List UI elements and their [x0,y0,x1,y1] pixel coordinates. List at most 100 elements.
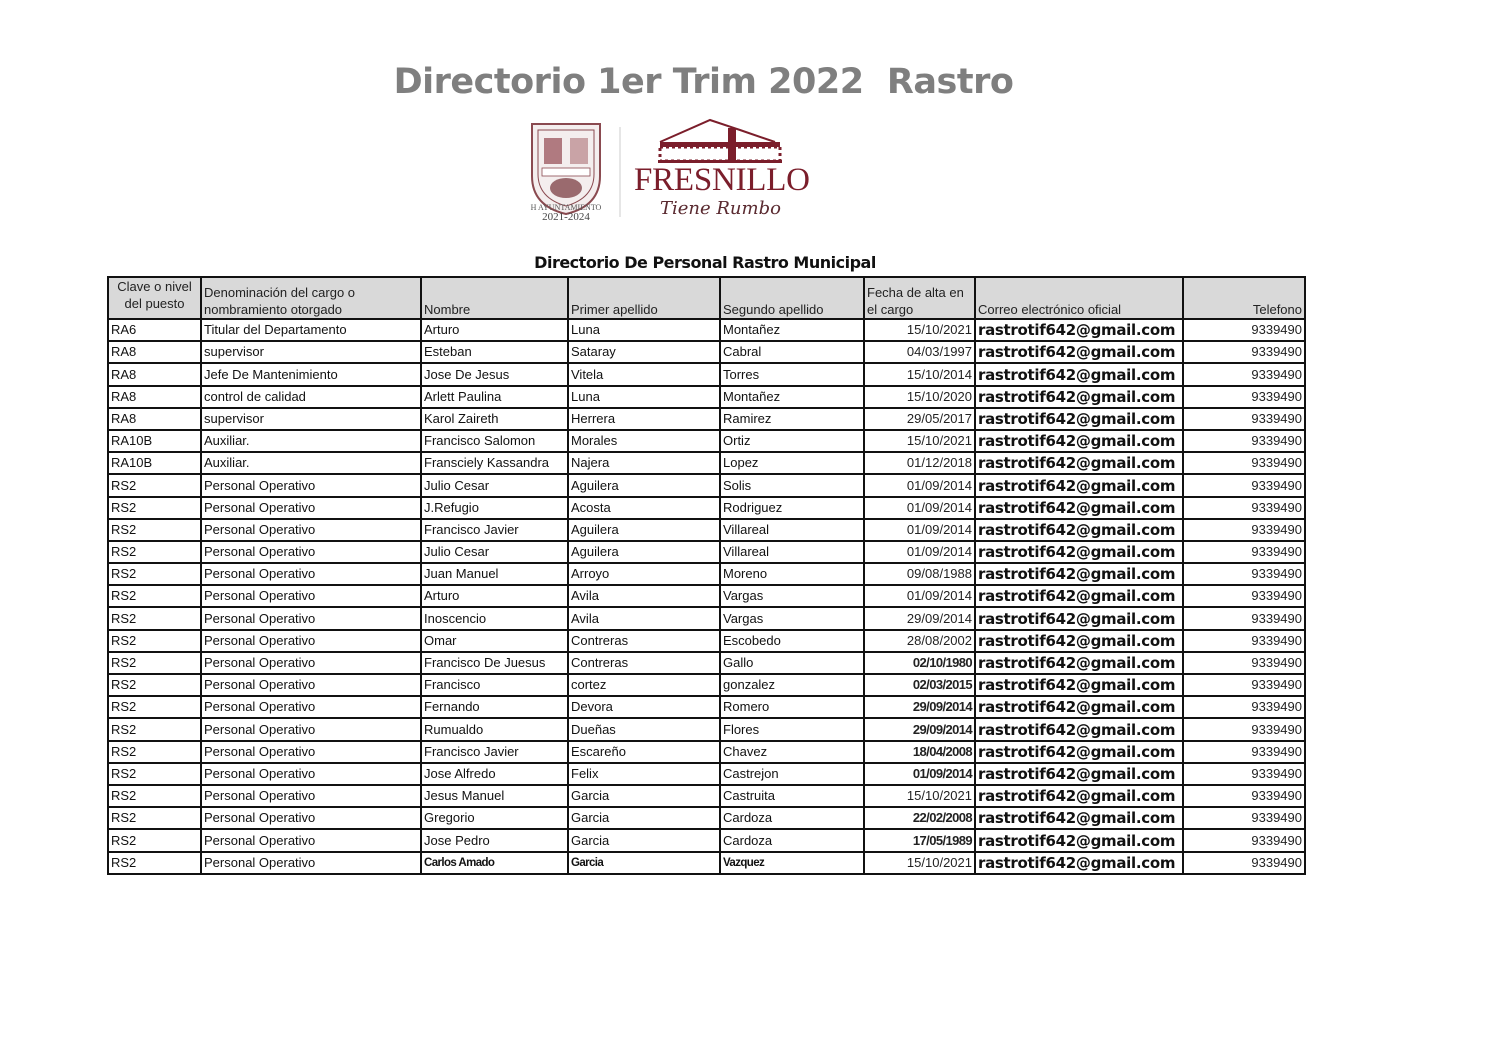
cell-correo[interactable]: rastrotif642@gmail.com [974,317,1184,343]
cell-clave: RS2 [107,650,202,676]
cell-correo[interactable]: rastrotif642@gmail.com [974,850,1184,875]
cell-segundo-apellido: Vazquez [719,850,865,875]
cell-cargo: Personal Operativo [200,517,422,542]
cell-correo[interactable]: rastrotif642@gmail.com [974,717,1184,742]
cell-segundo-apellido: Flores [719,717,865,742]
cell-fecha-alta: 15/10/2014 [863,362,976,387]
cell-correo[interactable]: rastrotif642@gmail.com [974,517,1184,542]
svg-text:FRESNILLO: FRESNILLO [634,162,810,198]
cell-primer-apellido: Luna [567,384,721,409]
cell-correo[interactable]: rastrotif642@gmail.com [974,473,1184,498]
cell-telefono: 9339490 [1182,406,1306,431]
cell-correo[interactable]: rastrotif642@gmail.com [974,362,1184,387]
table-row: RA8 supervisor Karol Zaireth Herrera Ramirez… [107,406,1306,431]
cell-clave: RA8 [107,362,202,387]
cell-fecha-alta: 22/02/2008 [863,806,976,831]
cell-telefono: 9339490 [1182,672,1306,698]
svg-text:2021-2024: 2021-2024 [542,211,590,223]
cell-correo[interactable]: rastrotif642@gmail.com [974,672,1184,698]
municipal-seal-icon: H AYUNTAMIENTO 2021-2024 [531,123,602,223]
cell-nombre: Rumualdo [420,717,569,742]
table-row: RS2 Personal Operativo J.Refugio Acosta Rodr… [107,495,1306,520]
cell-correo[interactable]: rastrotif642@gmail.com [974,562,1184,587]
cell-clave: RA8 [107,340,202,365]
cell-nombre: Inoscencio [420,606,569,631]
cell-nombre: Karol Zaireth [420,406,569,431]
cell-correo[interactable]: rastrotif642@gmail.com [974,428,1184,454]
cell-correo[interactable]: rastrotif642@gmail.com [974,495,1184,520]
cell-cargo: Personal Operativo [200,562,422,587]
table-row: RS2 Personal Operativo Julio Cesar Aguilera… [107,539,1306,565]
cell-primer-apellido: Aguilera [567,517,721,542]
cell-fecha-alta: 02/10/1980 [863,650,976,676]
cell-correo[interactable]: rastrotif642@gmail.com [974,451,1184,476]
cell-fecha-alta: 01/09/2014 [863,761,976,786]
cell-clave: RS2 [107,695,202,720]
cell-fecha-alta: 15/10/2021 [863,783,976,809]
cell-cargo: Personal Operativo [200,539,422,565]
cell-clave: RA8 [107,384,202,409]
cell-fecha-alta: 29/09/2014 [863,695,976,720]
cell-primer-apellido: Contreras [567,628,721,653]
cell-correo[interactable]: rastrotif642@gmail.com [974,539,1184,565]
cell-clave: RS2 [107,806,202,831]
cell-cargo: Jefe De Mantenimiento [200,362,422,387]
cell-correo[interactable]: rastrotif642@gmail.com [974,806,1184,831]
cell-primer-apellido: Najera [567,451,721,476]
cell-correo[interactable]: rastrotif642@gmail.com [974,761,1184,786]
cell-primer-apellido: Avila [567,584,721,609]
cell-telefono: 9339490 [1182,828,1306,853]
cell-segundo-apellido: Cardoza [719,828,865,853]
cell-primer-apellido: Aguilera [567,473,721,498]
cell-telefono: 9339490 [1182,584,1306,609]
cell-nombre: Gregorio [420,806,569,831]
cell-primer-apellido: Sataray [567,340,721,365]
cell-cargo: supervisor [200,340,422,365]
cell-clave: RS2 [107,606,202,631]
cell-nombre: Francisco Salomon [420,428,569,454]
cell-fecha-alta: 01/09/2014 [863,473,976,498]
cell-fecha-alta: 09/08/1988 [863,562,976,587]
cell-correo[interactable]: rastrotif642@gmail.com [974,406,1184,431]
cell-primer-apellido: Garcia [567,828,721,853]
cell-fecha-alta: 15/10/2021 [863,428,976,454]
table-row: RS2 Personal Operativo Julio Cesar Aguilera… [107,473,1306,498]
cell-cargo: Personal Operativo [200,473,422,498]
cell-nombre: Carlos Amado [420,850,569,875]
cell-segundo-apellido: Vargas [719,606,865,631]
cell-correo[interactable]: rastrotif642@gmail.com [974,584,1184,609]
table-row: RS2 Personal Operativo Jesus Manuel Garcia C… [107,783,1306,809]
cell-fecha-alta: 01/09/2014 [863,517,976,542]
cell-telefono: 9339490 [1182,606,1306,631]
cell-correo[interactable]: rastrotif642@gmail.com [974,384,1184,409]
cell-nombre: Arlett Paulina [420,384,569,409]
cell-telefono: 9339490 [1182,806,1306,831]
cell-cargo: control de calidad [200,384,422,409]
cell-correo[interactable]: rastrotif642@gmail.com [974,739,1184,764]
cell-fecha-alta: 29/09/2014 [863,717,976,742]
cell-nombre: Esteban [420,340,569,365]
cell-correo[interactable]: rastrotif642@gmail.com [974,628,1184,653]
cell-clave: RS2 [107,628,202,653]
svg-text:H AYUNTAMIENTO: H AYUNTAMIENTO [531,203,602,212]
header-telefono: Telefono [1182,276,1306,320]
cell-telefono: 9339490 [1182,761,1306,786]
cell-correo[interactable]: rastrotif642@gmail.com [974,783,1184,809]
fresnillo-building-icon [658,118,782,163]
cell-fecha-alta: 01/09/2014 [863,495,976,520]
cell-nombre: J.Refugio [420,495,569,520]
table-row: RS2 Personal Operativo Francisco Javier Esc… [107,739,1306,764]
cell-correo[interactable]: rastrotif642@gmail.com [974,650,1184,676]
cell-correo[interactable]: rastrotif642@gmail.com [974,828,1184,853]
cell-primer-apellido: Aguilera [567,539,721,565]
cell-correo[interactable]: rastrotif642@gmail.com [974,606,1184,631]
cell-fecha-alta: 02/03/2015 [863,672,976,698]
cell-primer-apellido: Acosta [567,495,721,520]
cell-cargo: Auxiliar. [200,428,422,454]
cell-telefono: 9339490 [1182,739,1306,764]
cell-nombre: Jose De Jesus [420,362,569,387]
cell-correo[interactable]: rastrotif642@gmail.com [974,695,1184,720]
cell-fecha-alta: 15/10/2021 [863,850,976,875]
cell-segundo-apellido: Chavez [719,739,865,764]
cell-correo[interactable]: rastrotif642@gmail.com [974,340,1184,365]
